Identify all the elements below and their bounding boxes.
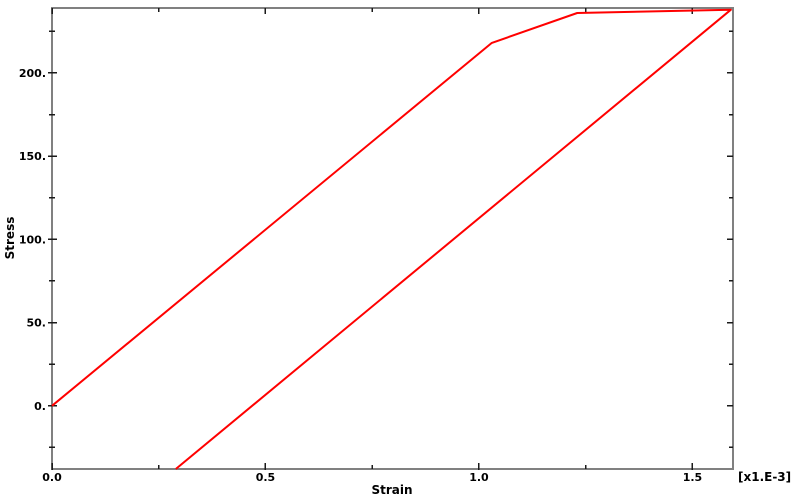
x-tick-label: 0.0 (42, 471, 62, 484)
y-tick-label: 50. (27, 317, 47, 330)
x-axis-scale-note: [x1.E-3] (738, 470, 792, 484)
x-axis-title: Strain (371, 483, 413, 497)
y-axis-title: Stress (3, 216, 17, 260)
y-tick-label: 200. (19, 67, 46, 80)
y-tick-label: 150. (19, 150, 46, 163)
x-tick-label: 0.5 (256, 471, 276, 484)
plot-frame (51, 7, 734, 470)
x-tick-label: 1.5 (683, 471, 703, 484)
x-tick-label: 1.0 (469, 471, 489, 484)
y-tick-label: 100. (19, 233, 46, 246)
stress-strain-curve (51, 8, 732, 470)
y-tick-label: 0. (34, 400, 46, 413)
